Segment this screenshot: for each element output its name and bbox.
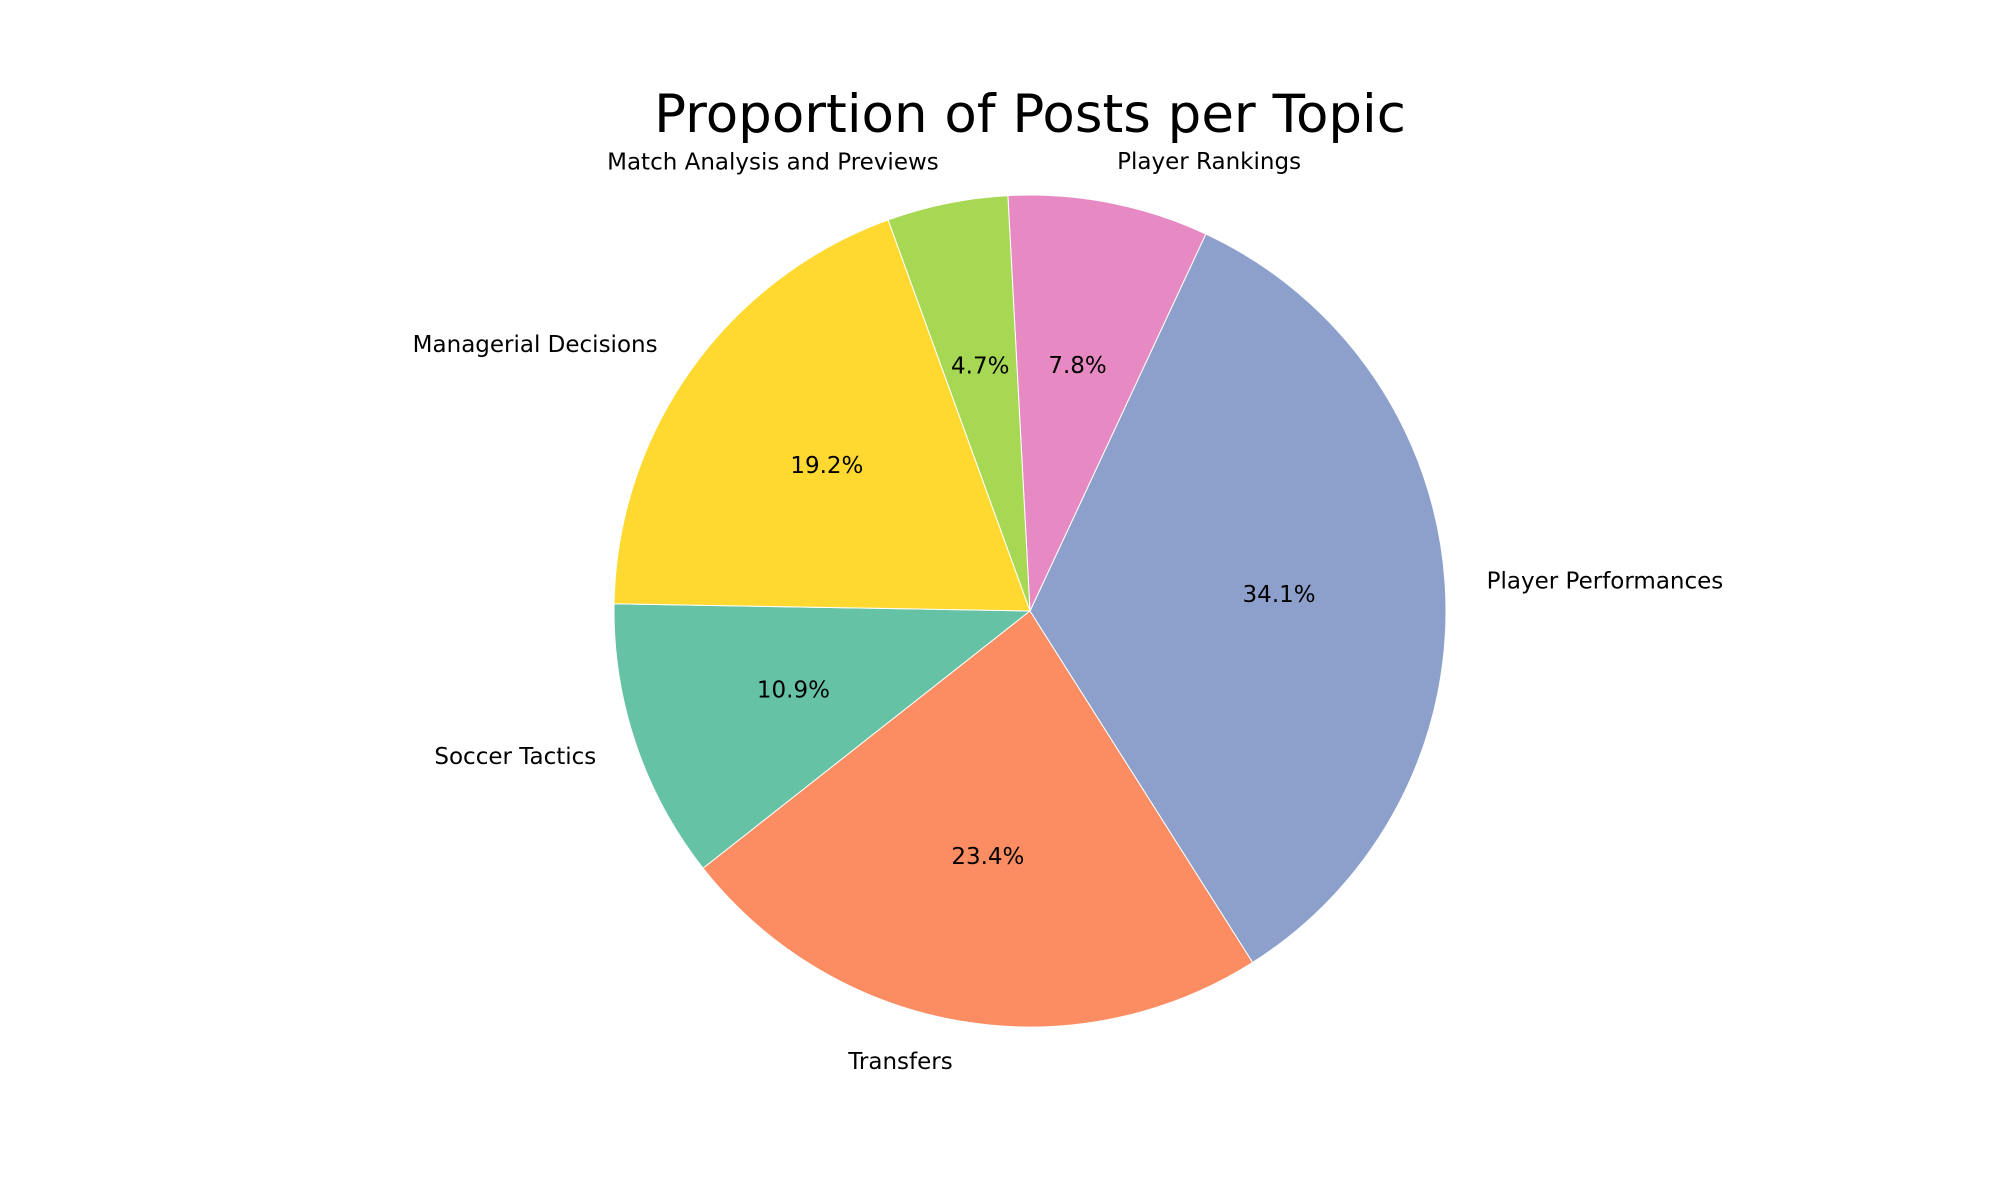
pct-label-soccer-tactics: 10.9% bbox=[757, 678, 830, 704]
slice-label-player-performances: Player Performances bbox=[1487, 569, 1724, 595]
pct-label-match-analysis-and-previews: 4.7% bbox=[951, 353, 1009, 379]
pie-slice-transfers bbox=[702, 610, 1254, 1028]
pct-label-player-rankings: 7.8% bbox=[1048, 353, 1106, 379]
slice-label-match-analysis-and-previews: Match Analysis and Previews bbox=[607, 150, 939, 176]
slice-label-managerial-decisions: Managerial Decisions bbox=[413, 332, 658, 358]
pct-label-managerial-decisions: 19.2% bbox=[790, 453, 863, 479]
pie-slice-player-performances bbox=[1029, 233, 1447, 964]
slice-labels: Soccer Tactics Transfers Player Performanc… bbox=[413, 149, 1724, 1075]
slice-label-transfers: Transfers bbox=[847, 1049, 952, 1075]
chart-title: Proportion of Posts per Topic bbox=[654, 84, 1406, 145]
pct-label-transfers: 23.4% bbox=[951, 844, 1024, 870]
percentage-labels: 10.9% 23.4% 34.1% 7.8% 4.7% 19.2% bbox=[757, 353, 1316, 870]
pie-slice-managerial-decisions bbox=[613, 219, 1031, 612]
slice-label-player-rankings: Player Rankings bbox=[1117, 149, 1301, 175]
pie-slices bbox=[613, 194, 1447, 1028]
pct-label-player-performances: 34.1% bbox=[1243, 582, 1316, 608]
pie-slice-player-rankings bbox=[1007, 194, 1207, 612]
pie-slice-soccer-tactics bbox=[613, 603, 1032, 869]
slice-label-soccer-tactics: Soccer Tactics bbox=[434, 744, 596, 770]
